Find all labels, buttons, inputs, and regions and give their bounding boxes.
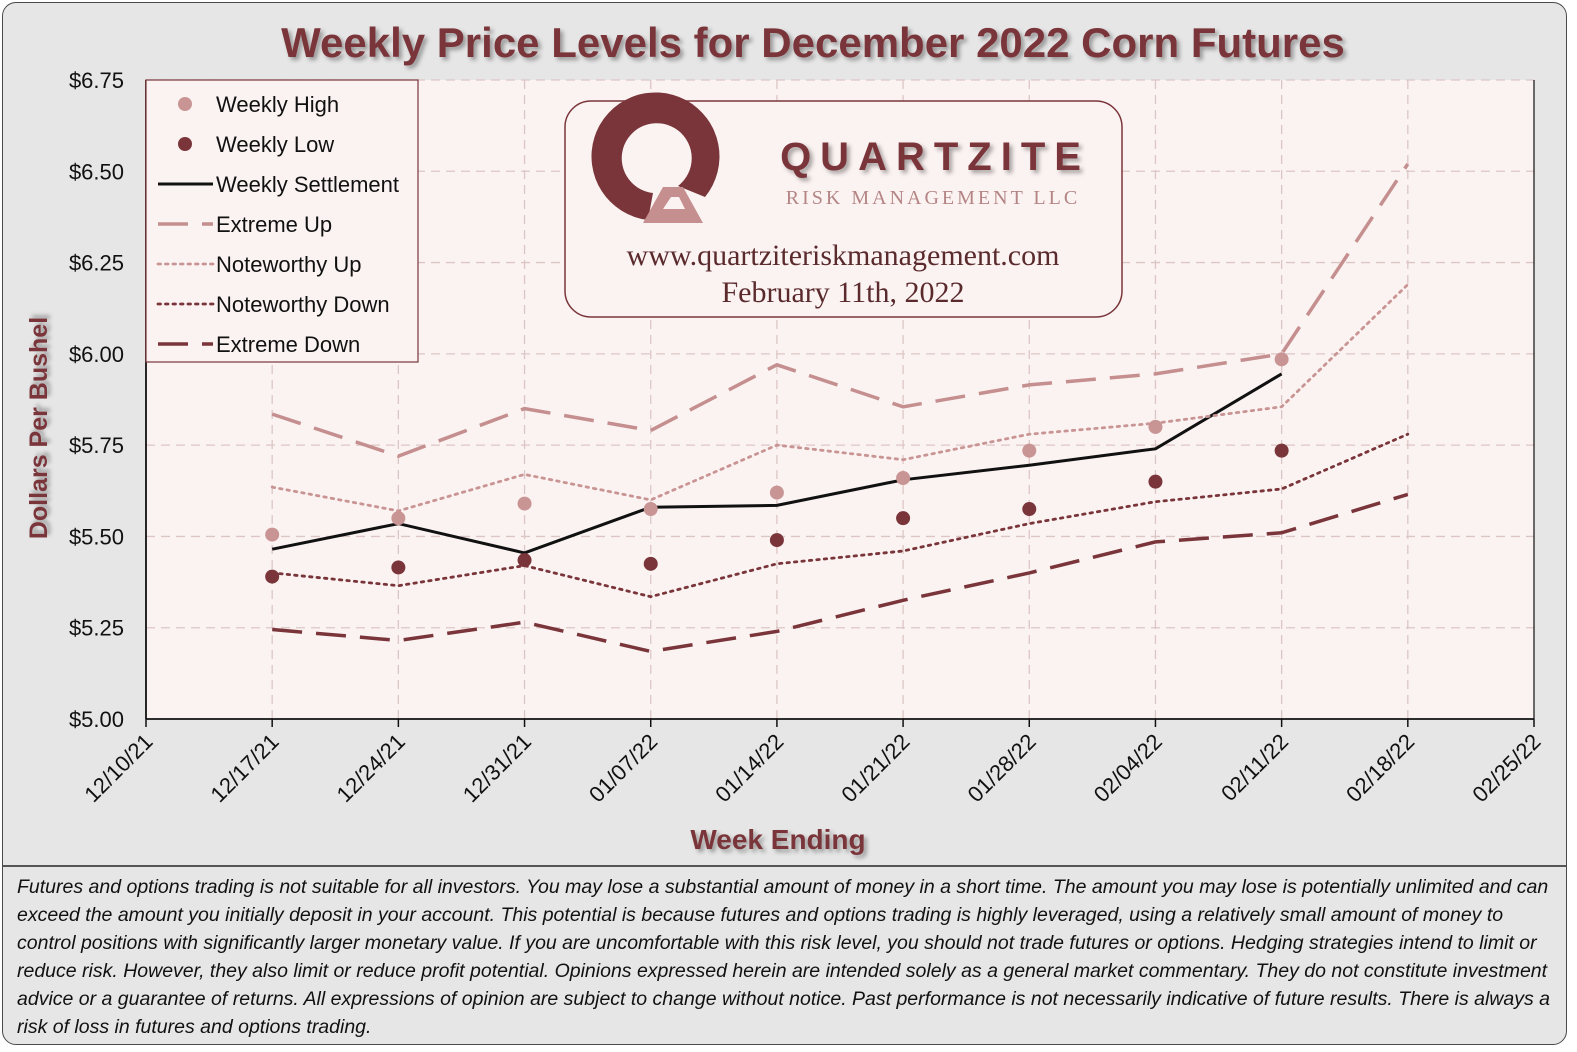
x-tick-label: 12/17/21 bbox=[205, 729, 283, 807]
x-tick-label: 12/24/21 bbox=[332, 729, 410, 807]
legend-label-weekly-settlement: Weekly Settlement bbox=[216, 172, 399, 197]
logo-url: www.quartziteriskmanagement.com bbox=[627, 239, 1060, 272]
series-line-noteworthy-down bbox=[270, 432, 1410, 599]
point-weekly-high bbox=[896, 471, 911, 486]
x-tick-label: 12/10/21 bbox=[79, 729, 157, 807]
point-weekly-low bbox=[1148, 474, 1163, 489]
company-logo-box: QUARTZITE RISK MANAGEMENT LLC www.quartz… bbox=[564, 92, 1123, 318]
x-tick-label: 12/31/21 bbox=[458, 729, 536, 807]
legend-label-extreme-up: Extreme Up bbox=[216, 212, 332, 237]
x-tick-label: 02/18/22 bbox=[1341, 729, 1419, 807]
y-tick-label: $6.00 bbox=[69, 342, 124, 367]
series-line-extreme-down bbox=[272, 492, 1409, 654]
legend: Weekly High Weekly Low Weekly Settlement Ex… bbox=[145, 79, 419, 363]
point-weekly-high bbox=[517, 496, 532, 511]
legend-label-weekly-low: Weekly Low bbox=[216, 132, 334, 157]
legend-swatch-weekly-high bbox=[178, 97, 192, 111]
legend-label-weekly-high: Weekly High bbox=[216, 92, 339, 117]
point-weekly-low bbox=[643, 556, 658, 571]
point-weekly-low bbox=[265, 569, 280, 584]
series-line-extreme-up bbox=[271, 163, 1410, 458]
point-weekly-high bbox=[769, 485, 784, 500]
x-tick-label: 02/04/22 bbox=[1089, 729, 1167, 807]
x-tick-label: 02/11/22 bbox=[1216, 729, 1293, 806]
point-weekly-low bbox=[517, 553, 532, 568]
y-tick-label: $5.75 bbox=[69, 433, 124, 458]
x-axis-label: Week Ending bbox=[690, 824, 865, 855]
y-tick-label: $5.25 bbox=[69, 616, 124, 641]
chart-date: February 11th, 2022 bbox=[721, 276, 964, 309]
y-axis: $5.00 $5.25 $5.50 $5.75 $6.00 $6.25 $6.50 $6.75 bbox=[69, 68, 147, 732]
point-weekly-high bbox=[391, 511, 406, 526]
point-weekly-low bbox=[896, 511, 911, 526]
point-weekly-high bbox=[1148, 419, 1163, 434]
logo-name: QUARTZITE bbox=[780, 135, 1090, 179]
y-tick-label: $6.50 bbox=[69, 159, 124, 184]
y-tick-label: $6.25 bbox=[69, 251, 124, 276]
quartzite-logo-icon bbox=[591, 92, 720, 223]
point-weekly-high bbox=[1022, 443, 1037, 458]
x-tick-label: 02/25/22 bbox=[1467, 729, 1545, 807]
point-weekly-high bbox=[643, 502, 658, 517]
x-tick-label: 01/28/22 bbox=[963, 729, 1041, 807]
series-line-weekly-settlement bbox=[271, 372, 1283, 555]
legend-label-extreme-down: Extreme Down bbox=[216, 332, 360, 357]
legend-label-noteworthy-up: Noteworthy Up bbox=[216, 252, 362, 277]
legend-swatch-weekly-low bbox=[178, 137, 192, 151]
point-weekly-low bbox=[391, 560, 406, 575]
y-tick-label: $5.50 bbox=[69, 524, 124, 549]
chart-title: Weekly Price Levels for December 2022 Co… bbox=[281, 19, 1345, 66]
disclaimer-text: Futures and options trading is not suita… bbox=[17, 876, 1550, 1038]
divider bbox=[3, 865, 1566, 867]
x-tick-label: 01/14/22 bbox=[710, 729, 788, 807]
x-tick-label: 01/21/22 bbox=[836, 729, 914, 807]
series-layer bbox=[265, 163, 1410, 654]
logo-subtitle: RISK MANAGEMENT LLC bbox=[786, 187, 1080, 209]
y-tick-label: $5.00 bbox=[69, 707, 124, 732]
chart-svg: Weekly Price Levels for December 2022 Co… bbox=[25, 19, 1546, 855]
point-weekly-high bbox=[265, 527, 280, 542]
point-weekly-high bbox=[1274, 352, 1289, 367]
point-weekly-low bbox=[1274, 443, 1289, 458]
y-tick-label: $6.75 bbox=[69, 68, 124, 93]
legend-label-noteworthy-down: Noteworthy Down bbox=[216, 292, 390, 317]
point-weekly-low bbox=[1022, 502, 1037, 517]
x-tick-label: 01/07/22 bbox=[584, 729, 662, 807]
series-line-noteworthy-up bbox=[270, 283, 1410, 513]
point-weekly-low bbox=[769, 533, 784, 548]
y-axis-label: Dollars Per Bushel bbox=[25, 317, 53, 539]
